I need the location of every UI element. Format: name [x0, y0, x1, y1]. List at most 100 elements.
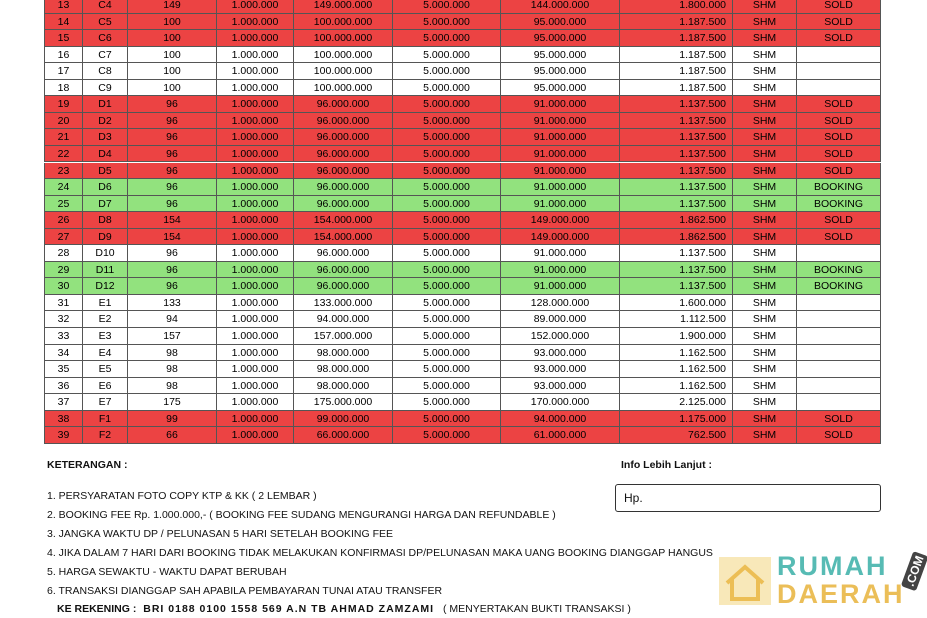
cell: E3 — [83, 328, 128, 345]
cell: 19 — [44, 96, 83, 113]
cell: SHM — [733, 13, 797, 31]
table-row: 19 D1 96 1.000.000 96.000.000 5.000.000 91.000… — [44, 96, 881, 113]
cell: 96.000.000 — [294, 162, 393, 180]
cell: 96 — [128, 261, 217, 279]
info-title: Info Lebih Lanjut : — [621, 459, 712, 471]
cell: 37 — [44, 394, 83, 411]
cell: SHM — [733, 0, 797, 14]
cell: C5 — [83, 13, 128, 31]
cell: 1.000.000 — [217, 30, 294, 47]
cell: SOLD — [797, 112, 881, 130]
cell: 18 — [44, 79, 83, 97]
cell: SHM — [733, 294, 797, 312]
cell: 91.000.000 — [501, 261, 620, 279]
cell: SOLD — [797, 145, 881, 163]
cell: 93.000.000 — [501, 344, 620, 362]
cell: E7 — [83, 394, 128, 411]
cell: 93.000.000 — [501, 361, 620, 378]
cell: 1.162.500 — [620, 344, 733, 362]
cell: 91.000.000 — [501, 245, 620, 262]
cell: 1.187.500 — [620, 79, 733, 97]
cell: 34 — [44, 344, 83, 362]
cell: 1.000.000 — [217, 394, 294, 411]
cell: 128.000.000 — [501, 294, 620, 312]
cell: D3 — [83, 129, 128, 146]
cell: 100 — [128, 30, 217, 47]
cell: 1.000.000 — [217, 195, 294, 213]
table-row: 20 D2 96 1.000.000 96.000.000 5.000.000 91.000… — [44, 112, 881, 130]
cell: 22 — [44, 145, 83, 163]
cell: 91.000.000 — [501, 278, 620, 295]
cell: 1.187.500 — [620, 63, 733, 80]
cell: SHM — [733, 212, 797, 229]
cell: SOLD — [797, 212, 881, 229]
cell: 1.137.500 — [620, 145, 733, 163]
cell: 5.000.000 — [393, 328, 501, 345]
cell: 1.137.500 — [620, 245, 733, 262]
cell: SHM — [733, 195, 797, 213]
cell: 1.000.000 — [217, 112, 294, 130]
cell: 36 — [44, 377, 83, 395]
cell: 5.000.000 — [393, 112, 501, 130]
cell: SHM — [733, 46, 797, 64]
cell: 154.000.000 — [294, 212, 393, 229]
table-row: 35 E5 98 1.000.000 98.000.000 5.000.000 93.000… — [44, 361, 881, 378]
cell: 100 — [128, 13, 217, 31]
cell: 1.000.000 — [217, 377, 294, 395]
cell: 1.000.000 — [217, 79, 294, 97]
cell: 149.000.000 — [294, 0, 393, 14]
account-note: ( MENYERTAKAN BUKTI TRANSAKSI ) — [442, 603, 631, 615]
note-item: 5. HARGA SEWAKTU - WAKTU DAPAT BERUBAH — [47, 566, 287, 578]
cell — [797, 311, 881, 328]
cell: 1.000.000 — [217, 228, 294, 246]
cell: 21 — [44, 129, 83, 146]
cell: 157.000.000 — [294, 328, 393, 345]
cell: E4 — [83, 344, 128, 362]
cell: 133 — [128, 294, 217, 312]
cell: SHM — [733, 278, 797, 295]
cell: 95.000.000 — [501, 63, 620, 80]
note-item: 2. BOOKING FEE Rp. 1.000.000,- ( BOOKING… — [47, 509, 556, 521]
cell: 5.000.000 — [393, 245, 501, 262]
cell: SHM — [733, 162, 797, 180]
cell: 1.137.500 — [620, 162, 733, 180]
cell: 1.000.000 — [217, 0, 294, 14]
notes-title: KETERANGAN : — [47, 459, 128, 471]
cell: 96 — [128, 96, 217, 113]
cell: 98 — [128, 361, 217, 378]
cell: D6 — [83, 179, 128, 196]
cell: 96 — [128, 245, 217, 262]
cell — [797, 394, 881, 411]
cell: 95.000.000 — [501, 13, 620, 31]
cell: 96.000.000 — [294, 96, 393, 113]
cell: 5.000.000 — [393, 79, 501, 97]
table-row: 17 C8 100 1.000.000 100.000.000 5.000.000 95.0… — [44, 63, 881, 80]
cell: SHM — [733, 311, 797, 328]
cell: 157 — [128, 328, 217, 345]
table-row: 36 E6 98 1.000.000 98.000.000 5.000.000 93.000… — [44, 377, 881, 395]
cell: SOLD — [797, 427, 881, 444]
table-row: 23 D5 96 1.000.000 96.000.000 5.000.000 91.000… — [44, 162, 881, 180]
cell: 170.000.000 — [501, 394, 620, 411]
cell: 91.000.000 — [501, 112, 620, 130]
table-row: 26 D8 154 1.000.000 154.000.000 5.000.000 149.… — [44, 212, 881, 229]
table-row: 38 F1 99 1.000.000 99.000.000 5.000.000 94.000… — [44, 410, 881, 428]
cell: 1.600.000 — [620, 294, 733, 312]
cell: 96.000.000 — [294, 278, 393, 295]
logo-house — [719, 557, 771, 605]
cell: SOLD — [797, 96, 881, 113]
cell: 5.000.000 — [393, 212, 501, 229]
cell: 1.137.500 — [620, 96, 733, 113]
cell: SHM — [733, 410, 797, 428]
cell: 13 — [44, 0, 83, 14]
cell: SHM — [733, 30, 797, 47]
cell: 96.000.000 — [294, 129, 393, 146]
cell: 5.000.000 — [393, 63, 501, 80]
cell: C6 — [83, 30, 128, 47]
cell: D8 — [83, 212, 128, 229]
cell: 20 — [44, 112, 83, 130]
cell: 5.000.000 — [393, 179, 501, 196]
cell: 96.000.000 — [294, 245, 393, 262]
cell: 26 — [44, 212, 83, 229]
cell: 149 — [128, 0, 217, 14]
